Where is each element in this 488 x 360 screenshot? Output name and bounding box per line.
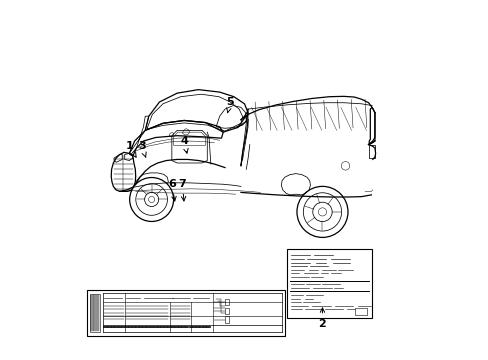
- Text: 1: 1: [125, 141, 136, 157]
- Text: 2: 2: [318, 308, 325, 329]
- Circle shape: [129, 177, 173, 221]
- Bar: [224, 316, 229, 323]
- Text: 3: 3: [138, 141, 146, 157]
- Bar: [86, 290, 285, 336]
- Text: 6: 6: [167, 179, 176, 201]
- Bar: [286, 249, 371, 318]
- Bar: [354, 307, 367, 315]
- Bar: [224, 307, 229, 314]
- Text: 7: 7: [178, 179, 186, 201]
- Text: 5: 5: [226, 97, 234, 113]
- Text: 4: 4: [180, 136, 188, 153]
- Bar: [368, 145, 374, 158]
- Bar: [224, 299, 229, 305]
- Bar: [89, 294, 100, 332]
- Circle shape: [296, 186, 347, 238]
